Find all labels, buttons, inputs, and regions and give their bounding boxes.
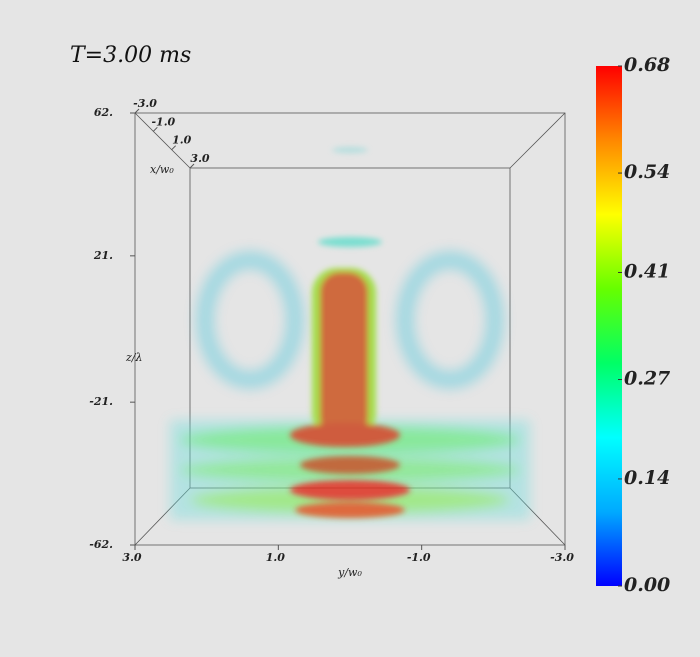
colorbar-tick-label: 0.14 — [624, 467, 670, 489]
volume-render — [170, 147, 530, 520]
y-tick-label: -1.0 — [407, 551, 431, 564]
colorbar-tick-label: 0.68 — [624, 54, 670, 76]
colorbar-tick-label: 0.27 — [624, 368, 670, 390]
colorbar-tick-label: 0.00 — [624, 574, 670, 596]
x-tick — [152, 126, 158, 132]
x-tick — [189, 163, 195, 169]
chart-title: T=3.00 ms — [70, 43, 191, 68]
colorbar — [596, 66, 622, 586]
x-tick-label: 1.0 — [172, 134, 191, 147]
colorbar-tick-label: 0.41 — [624, 260, 670, 282]
x-tick-label: -3.0 — [133, 97, 157, 110]
y-axis-label: y/w₀ — [337, 566, 362, 579]
y-tick-label: -3.0 — [550, 551, 574, 564]
z-tick-label: -21. — [89, 395, 113, 408]
z-tick-label: 21. — [93, 249, 113, 262]
x-tick — [171, 145, 177, 151]
y-tick-label: 1.0 — [266, 551, 285, 564]
x-axis-label: x/w₀ — [150, 163, 174, 176]
z-tick-label: -62. — [89, 538, 113, 551]
z-tick-label: 62. — [94, 106, 113, 119]
x-tick-label: 3.0 — [190, 152, 209, 165]
x-tick-label: -1.0 — [151, 115, 175, 128]
z-axis-label: z/λ — [125, 351, 142, 364]
y-tick-label: 3.0 — [122, 551, 141, 564]
x-tick — [134, 108, 140, 114]
colorbar-tick-label: 0.54 — [624, 161, 670, 183]
